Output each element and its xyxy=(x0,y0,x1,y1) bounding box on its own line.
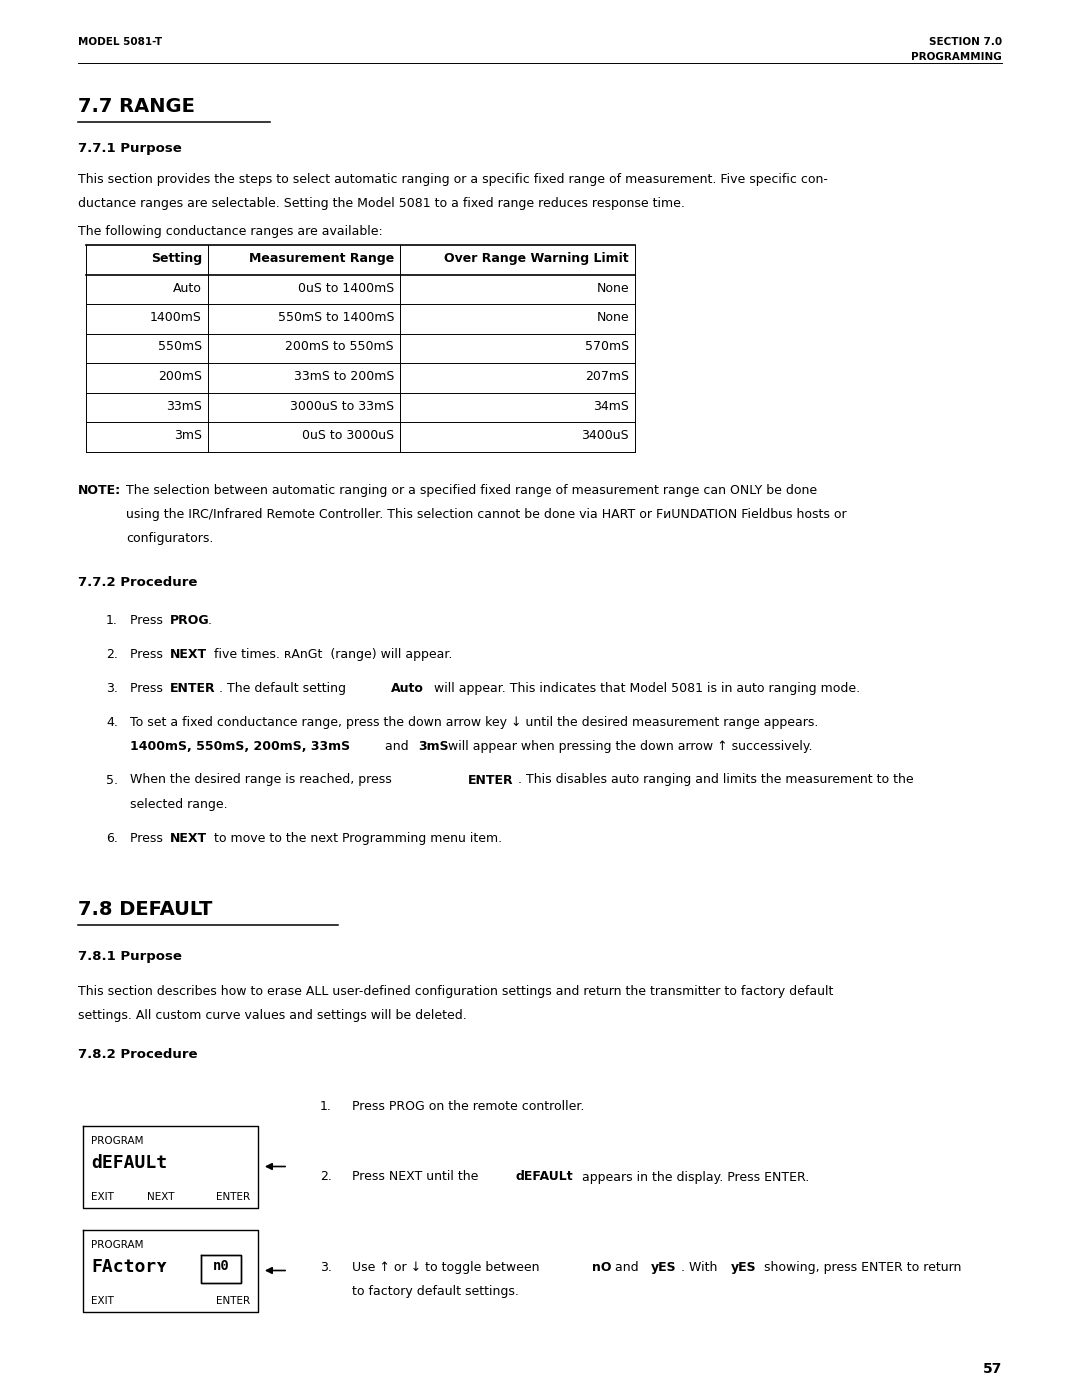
Text: PROGRAMMING: PROGRAMMING xyxy=(912,52,1002,61)
Text: MODEL 5081-T: MODEL 5081-T xyxy=(78,36,162,47)
Text: 4.: 4. xyxy=(106,715,118,728)
Text: and: and xyxy=(381,739,413,753)
Text: EXIT: EXIT xyxy=(91,1295,113,1306)
Text: 3000uS to 33mS: 3000uS to 33mS xyxy=(289,400,394,412)
Text: Over Range Warning Limit: Over Range Warning Limit xyxy=(444,251,629,265)
Text: 0uS to 1400mS: 0uS to 1400mS xyxy=(298,282,394,295)
Text: 7.7.1 Purpose: 7.7.1 Purpose xyxy=(78,142,181,155)
Text: 3mS: 3mS xyxy=(174,429,202,441)
Text: configurators.: configurators. xyxy=(126,531,214,545)
Text: ENTER: ENTER xyxy=(216,1192,249,1201)
Text: yES: yES xyxy=(651,1260,677,1274)
Text: 34mS: 34mS xyxy=(593,400,629,412)
Text: 7.8 DEFAULT: 7.8 DEFAULT xyxy=(78,900,213,918)
Text: to factory default settings.: to factory default settings. xyxy=(352,1284,518,1298)
Text: Press: Press xyxy=(130,682,167,694)
Text: The selection between automatic ranging or a specified fixed range of measuremen: The selection between automatic ranging … xyxy=(126,483,818,496)
Text: When the desired range is reached, press: When the desired range is reached, press xyxy=(130,774,395,787)
Text: Use ↑ or ↓ to toggle between: Use ↑ or ↓ to toggle between xyxy=(352,1260,543,1274)
Text: showing, press ENTER to return: showing, press ENTER to return xyxy=(760,1260,961,1274)
Text: . The default setting: . The default setting xyxy=(219,682,350,694)
Text: dEFAULt: dEFAULt xyxy=(91,1154,167,1172)
Text: 1.: 1. xyxy=(106,613,118,626)
Text: 5.: 5. xyxy=(106,774,118,787)
Text: 550mS: 550mS xyxy=(158,341,202,353)
Text: 3400uS: 3400uS xyxy=(581,429,629,441)
Text: . This disables auto ranging and limits the measurement to the: . This disables auto ranging and limits … xyxy=(517,774,913,787)
Text: 3.: 3. xyxy=(320,1260,332,1274)
Text: appears in the display. Press ENTER.: appears in the display. Press ENTER. xyxy=(578,1171,809,1183)
Text: ENTER: ENTER xyxy=(468,774,514,787)
Text: To set a fixed conductance range, press the down arrow key ↓ until the desired m: To set a fixed conductance range, press … xyxy=(130,715,819,728)
Text: yES: yES xyxy=(730,1260,756,1274)
Text: 1.: 1. xyxy=(320,1101,332,1113)
Text: to move to the next Programming menu item.: to move to the next Programming menu ite… xyxy=(210,831,502,845)
Text: 3.: 3. xyxy=(106,682,118,694)
Text: 550mS to 1400mS: 550mS to 1400mS xyxy=(278,312,394,324)
Text: Press PROG on the remote controller.: Press PROG on the remote controller. xyxy=(352,1101,584,1113)
Text: five times. ʀAnGt  (range) will appear.: five times. ʀAnGt (range) will appear. xyxy=(210,647,453,661)
Text: NEXT: NEXT xyxy=(170,647,206,661)
Text: Press: Press xyxy=(130,613,167,626)
Text: NEXT: NEXT xyxy=(170,831,206,845)
Text: EXIT: EXIT xyxy=(91,1192,113,1201)
Text: NOTE:: NOTE: xyxy=(78,483,121,496)
Text: 200mS: 200mS xyxy=(158,370,202,383)
Text: will appear when pressing the down arrow ↑ successively.: will appear when pressing the down arrow… xyxy=(445,739,813,753)
Text: 1400mS, 550mS, 200mS, 33mS: 1400mS, 550mS, 200mS, 33mS xyxy=(130,739,350,753)
Text: 1400mS: 1400mS xyxy=(150,312,202,324)
Text: n0: n0 xyxy=(213,1259,229,1273)
Text: 2.: 2. xyxy=(106,647,118,661)
Text: ductance ranges are selectable. Setting the Model 5081 to a fixed range reduces : ductance ranges are selectable. Setting … xyxy=(78,197,685,210)
Text: Auto: Auto xyxy=(391,682,423,694)
Text: 7.7.2 Procedure: 7.7.2 Procedure xyxy=(78,576,198,588)
Text: and: and xyxy=(611,1260,643,1274)
Text: Setting: Setting xyxy=(151,251,202,265)
Text: 6.: 6. xyxy=(106,831,118,845)
Text: 200mS to 550mS: 200mS to 550mS xyxy=(285,341,394,353)
Text: None: None xyxy=(596,282,629,295)
Text: .: . xyxy=(208,613,212,626)
Text: ENTER: ENTER xyxy=(216,1295,249,1306)
Text: nO: nO xyxy=(592,1260,611,1274)
Text: 7.7 RANGE: 7.7 RANGE xyxy=(78,96,194,116)
Text: Measurement Range: Measurement Range xyxy=(248,251,394,265)
Text: Press: Press xyxy=(130,647,167,661)
Text: 2.: 2. xyxy=(320,1171,332,1183)
Text: PROGRAM: PROGRAM xyxy=(91,1136,144,1146)
Text: The following conductance ranges are available:: The following conductance ranges are ava… xyxy=(78,225,382,237)
Text: 207mS: 207mS xyxy=(585,370,629,383)
Text: 33mS to 200mS: 33mS to 200mS xyxy=(294,370,394,383)
Text: NEXT: NEXT xyxy=(147,1192,175,1201)
Text: dEFAULt: dEFAULt xyxy=(515,1171,572,1183)
Text: 57: 57 xyxy=(983,1362,1002,1376)
Text: FActorʏ: FActorʏ xyxy=(91,1257,167,1275)
Text: 3mS: 3mS xyxy=(418,739,448,753)
Text: 7.8.1 Purpose: 7.8.1 Purpose xyxy=(78,950,181,963)
Text: SECTION 7.0: SECTION 7.0 xyxy=(929,36,1002,47)
Text: PROGRAM: PROGRAM xyxy=(91,1239,144,1249)
Text: . With: . With xyxy=(680,1260,720,1274)
Text: Press NEXT until the: Press NEXT until the xyxy=(352,1171,483,1183)
Text: This section describes how to erase ALL user-defined configuration settings and : This section describes how to erase ALL … xyxy=(78,985,834,997)
Text: 570mS: 570mS xyxy=(585,341,629,353)
Text: selected range.: selected range. xyxy=(130,798,228,810)
Text: will appear. This indicates that Model 5081 is in auto ranging mode.: will appear. This indicates that Model 5… xyxy=(430,682,860,694)
Text: 0uS to 3000uS: 0uS to 3000uS xyxy=(302,429,394,441)
Text: This section provides the steps to select automatic ranging or a specific fixed : This section provides the steps to selec… xyxy=(78,173,828,186)
Text: 33mS: 33mS xyxy=(166,400,202,412)
Text: Auto: Auto xyxy=(173,282,202,295)
Text: settings. All custom curve values and settings will be deleted.: settings. All custom curve values and se… xyxy=(78,1009,467,1021)
Text: ENTER: ENTER xyxy=(170,682,215,694)
Text: PROG: PROG xyxy=(170,613,210,626)
Text: Press: Press xyxy=(130,831,167,845)
Text: None: None xyxy=(596,312,629,324)
Bar xyxy=(201,1255,241,1282)
Text: 7.8.2 Procedure: 7.8.2 Procedure xyxy=(78,1049,198,1062)
Text: using the IRC/Infrared Remote Controller. This selection cannot be done via HART: using the IRC/Infrared Remote Controller… xyxy=(126,507,847,521)
